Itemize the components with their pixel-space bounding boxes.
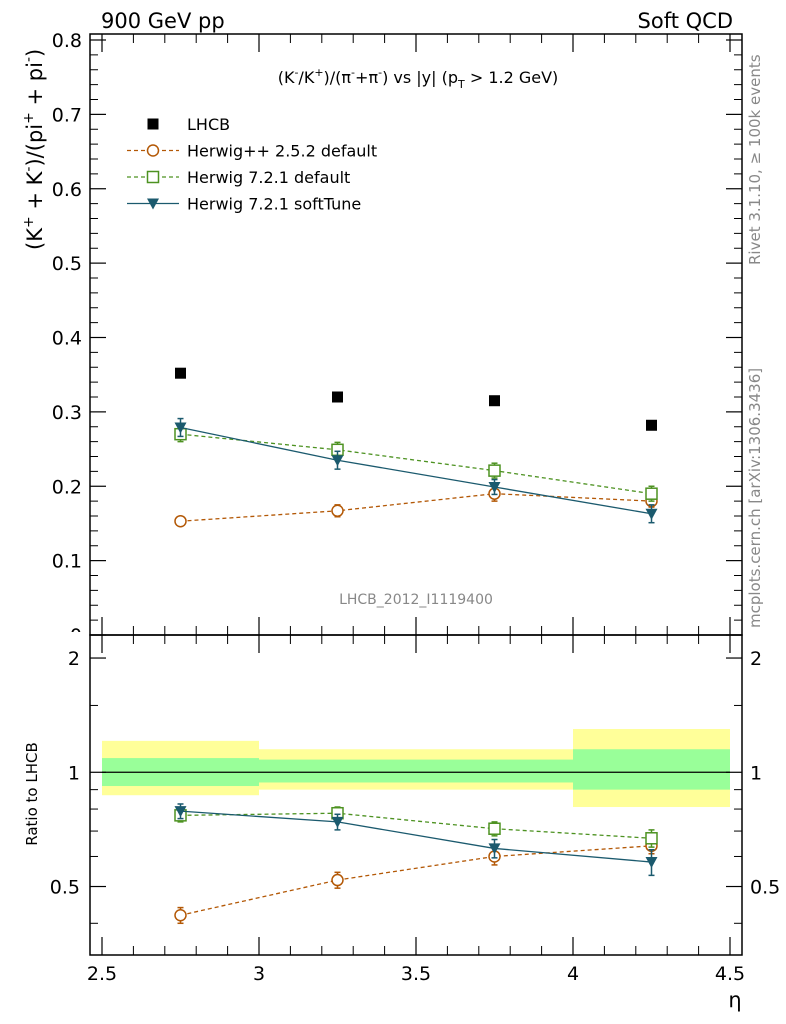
legend-marker xyxy=(147,198,159,210)
ratio-data-point xyxy=(331,873,344,887)
legend-label: Herwig 7.2.1 default xyxy=(187,168,350,187)
y-tick-label: 0.7 xyxy=(52,104,82,126)
ratio-inner-band xyxy=(573,749,730,790)
y-axis-label: (K+ + K-)/(pi+ + pi-) xyxy=(21,49,47,250)
ratio-y-axis-label: Ratio to LHCB xyxy=(23,742,41,846)
ratio-inner-band xyxy=(259,759,573,783)
main-data-point xyxy=(489,395,500,407)
main-data-point xyxy=(645,487,658,500)
ratio-y-tick-label: 0.5 xyxy=(50,877,80,899)
main-data-point xyxy=(488,481,501,493)
x-tick-label: 4 xyxy=(567,963,579,985)
legend-marker xyxy=(146,144,160,157)
header-right: Soft QCD xyxy=(638,9,733,33)
main-data-point xyxy=(645,508,658,520)
rivet-version-text: Rivet 3.1.10, ≥ 100k events xyxy=(746,54,764,265)
x-tick-label: 4.5 xyxy=(715,963,745,985)
main-data-point xyxy=(331,504,344,518)
mcplots-text: mcplots.cern.ch [arXiv:1306.3436] xyxy=(746,368,764,628)
ratio-series-line xyxy=(180,810,652,863)
x-axis-label: η xyxy=(728,988,741,1012)
ratio-series-line xyxy=(180,845,652,916)
legend-marker xyxy=(147,118,159,130)
legend-label: Herwig 7.2.1 softTune xyxy=(187,195,361,214)
ratio-data-point xyxy=(645,857,658,869)
y-tick-label: 0.1 xyxy=(52,551,82,573)
main-data-point xyxy=(646,419,657,431)
y-tick-label: 0.6 xyxy=(52,179,82,201)
main-series-line xyxy=(180,493,652,522)
chart-marks: 0.1 0.2 0.3 0.4 0.5 0.6 0.7 0.8 0 2.5 3 3.5 4 4.5 0.5 0… xyxy=(50,30,780,985)
ratio-y-tick-label-right: 1 xyxy=(750,762,762,784)
analysis-watermark: LHCB_2012_I1119400 xyxy=(339,592,493,608)
main-data-point xyxy=(174,514,187,528)
main-data-point xyxy=(331,455,344,467)
ratio-data-point xyxy=(174,909,187,922)
legend-label: Herwig++ 2.5.2 default xyxy=(187,142,377,161)
ratio-y-tick-label: 1 xyxy=(68,762,80,784)
y-tick-label: 0.2 xyxy=(52,476,82,498)
ratio-data-point xyxy=(645,832,658,845)
x-tick-label: 2.5 xyxy=(87,963,117,985)
main-series-line xyxy=(180,426,652,515)
y-tick-label: 0.8 xyxy=(52,30,82,52)
y-tick-label: 0.5 xyxy=(52,253,82,275)
main-series-line xyxy=(180,433,652,495)
ratio-data-point xyxy=(331,816,344,828)
ratio-data-point xyxy=(488,822,501,835)
ratio-y-tick-label-right: 0.5 xyxy=(750,877,780,899)
y-tick-label: 0.4 xyxy=(52,328,82,350)
y-tick-label: 0.3 xyxy=(52,402,82,424)
ratio-y-tick-label-right: 2 xyxy=(750,648,762,670)
plot-title: (K-/K+)/(π-+π-) vs |y| (pT > 1.2 GeV) xyxy=(278,66,559,91)
main-data-point xyxy=(332,391,343,403)
ratio-series-line xyxy=(180,812,652,839)
y-tick-label-zero: 0 xyxy=(70,625,82,647)
main-data-point xyxy=(175,367,186,379)
header-left: 900 GeV pp xyxy=(101,9,225,33)
x-tick-label: 3.5 xyxy=(401,963,431,985)
ratio-y-tick-label: 2 xyxy=(68,648,80,670)
x-tick-label: 3 xyxy=(253,963,265,985)
ratio-data-point xyxy=(488,843,501,855)
legend-label: LHCB xyxy=(187,115,230,134)
main-data-point xyxy=(488,464,501,477)
ratio-data-point xyxy=(174,806,187,818)
main-data-point xyxy=(174,422,187,434)
legend-marker xyxy=(146,170,160,184)
